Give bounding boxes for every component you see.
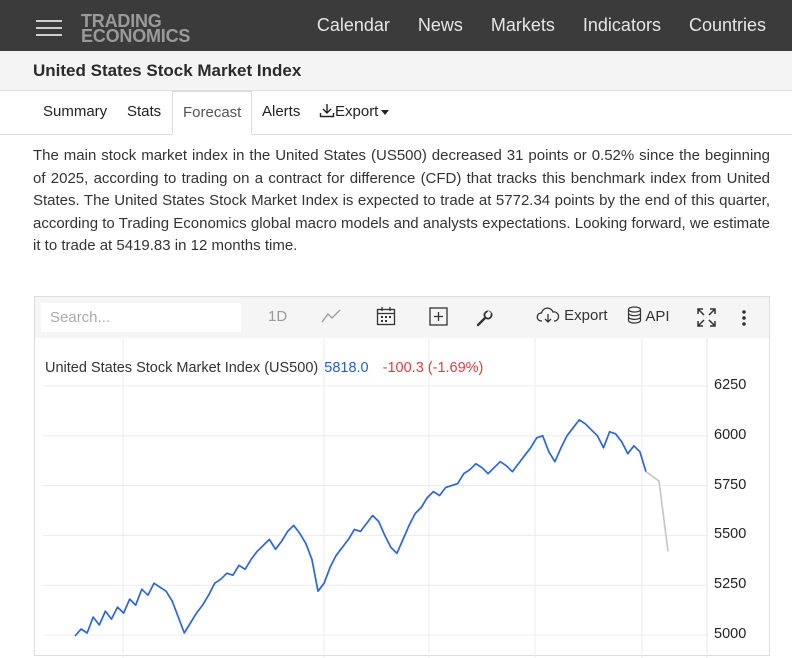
tab-export[interactable]: Export xyxy=(319,103,390,120)
tab-forecast[interactable]: Forecast xyxy=(172,91,253,135)
chart-container: 1D Export API United States Stock Mar xyxy=(34,296,770,658)
api-button[interactable]: API xyxy=(627,306,670,325)
api-label: API xyxy=(645,308,670,325)
tab-alerts[interactable]: Alerts xyxy=(262,103,301,120)
forecast-line xyxy=(645,471,669,552)
tab-summary[interactable]: Summary xyxy=(43,103,108,120)
line-chart[interactable] xyxy=(35,338,769,658)
y-tick-label: 5500 xyxy=(714,526,747,543)
export-chart-button[interactable]: Export xyxy=(536,306,608,324)
export-label: Export xyxy=(335,103,379,120)
y-tick-label: 5250 xyxy=(714,576,747,593)
y-tick-label: 6000 xyxy=(714,426,747,443)
title-bar: United States Stock Market Index xyxy=(0,51,792,91)
nav-calendar[interactable]: Calendar xyxy=(316,15,390,35)
fullscreen-icon[interactable] xyxy=(697,308,716,327)
chevron-down-icon xyxy=(381,109,390,115)
page-title: United States Stock Market Index xyxy=(33,61,302,80)
line-chart-icon[interactable] xyxy=(321,309,341,323)
export-chart-label: Export xyxy=(564,307,608,324)
logo-line-1: TRADING xyxy=(81,11,162,31)
tab-bar: Summary Stats Forecast Alerts Export xyxy=(0,91,792,135)
menu-icon[interactable] xyxy=(36,17,62,37)
series-line xyxy=(74,419,647,637)
legend-price: 5818.0 xyxy=(324,360,369,376)
nav-countries[interactable]: Countries xyxy=(688,15,766,35)
legend-series-name: United States Stock Market Index (US500) xyxy=(45,360,319,376)
nav-markets[interactable]: Markets xyxy=(490,15,555,35)
download-icon xyxy=(319,104,335,118)
chart-toolbar: 1D Export API xyxy=(35,297,769,338)
calendar-icon[interactable] xyxy=(376,306,396,326)
range-1d-button[interactable]: 1D xyxy=(268,308,288,325)
site-logo[interactable]: TRADING ECONOMICS xyxy=(81,11,191,46)
cloud-download-icon xyxy=(536,307,560,323)
chart-legend: United States Stock Market Index (US500)… xyxy=(45,360,483,376)
nav-indicators[interactable]: Indicators xyxy=(582,15,661,35)
database-icon xyxy=(627,306,642,324)
main-nav: Calendar News Markets Indicators Countri… xyxy=(289,0,766,51)
nav-news[interactable]: News xyxy=(417,15,463,35)
y-tick-label: 5000 xyxy=(714,626,747,642)
tab-stats[interactable]: Stats xyxy=(127,103,162,120)
description-text: The main stock market index in the Unite… xyxy=(33,147,770,254)
logo-line-2: ECONOMICS xyxy=(81,26,191,46)
y-tick-label: 5750 xyxy=(714,476,747,493)
wrench-icon[interactable] xyxy=(476,309,494,327)
top-navbar: TRADING ECONOMICS Calendar News Markets … xyxy=(0,0,792,51)
add-indicator-icon[interactable] xyxy=(429,307,448,326)
more-options-icon[interactable] xyxy=(741,309,747,327)
legend-change: -100.3 (-1.69%) xyxy=(382,360,484,376)
y-tick-label: 6250 xyxy=(714,377,747,393)
search-input[interactable] xyxy=(41,303,241,332)
